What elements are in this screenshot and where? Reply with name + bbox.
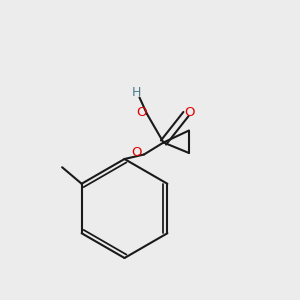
Text: O: O [136, 106, 147, 119]
Text: H: H [132, 86, 141, 100]
Text: O: O [131, 146, 142, 160]
Text: O: O [184, 106, 195, 119]
